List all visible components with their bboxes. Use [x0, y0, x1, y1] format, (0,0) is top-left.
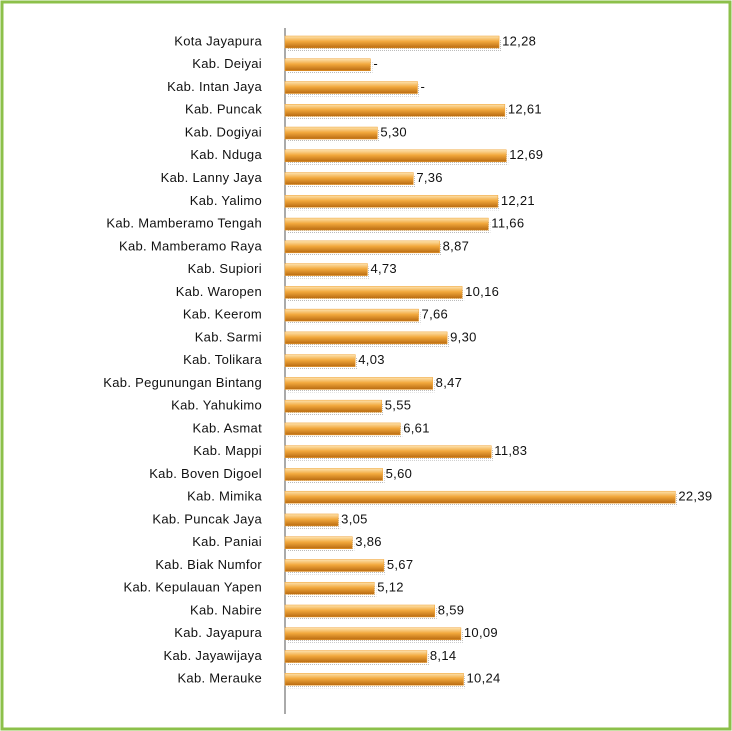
category-label: Kab. Jayawijaya — [164, 648, 263, 663]
value-label: 6,61 — [403, 420, 430, 435]
category-label: Kab. Puncak — [185, 102, 262, 117]
bar — [284, 490, 676, 504]
value-label: 4,03 — [358, 352, 385, 367]
bar — [284, 126, 378, 140]
category-label: Kab. Kepulauan Yapen — [123, 580, 262, 595]
value-label: 3,86 — [355, 534, 382, 549]
value-label: 11,66 — [491, 216, 524, 231]
value-label: 7,36 — [416, 170, 443, 185]
value-label: 5,60 — [386, 466, 413, 481]
bar — [284, 195, 499, 208]
bar — [284, 217, 489, 231]
category-label: Kab. Keerom — [183, 307, 262, 322]
value-label: 12,69 — [509, 147, 543, 162]
category-label: Kab. Puncak Jaya — [152, 511, 262, 526]
bar — [284, 604, 436, 618]
value-label: 5,55 — [385, 398, 412, 413]
bar — [284, 513, 339, 527]
category-label: Kab. Nabire — [190, 602, 262, 617]
category-label: Kab. Asmat — [193, 420, 263, 435]
bar — [284, 331, 448, 345]
bar — [284, 104, 506, 117]
bar — [284, 399, 383, 413]
bar — [284, 445, 492, 458]
value-label: 22,39 — [678, 489, 712, 504]
category-label: Kab. Mimika — [187, 489, 262, 504]
value-label: 8,14 — [430, 648, 457, 663]
bar — [284, 35, 500, 49]
value-label: 9,30 — [450, 329, 477, 344]
value-label: 8,47 — [436, 375, 463, 390]
category-label: Kab. Dogiyai — [185, 124, 262, 139]
bar — [284, 263, 368, 276]
value-label: - — [421, 79, 426, 94]
category-label: Kab. Nduga — [190, 147, 262, 162]
value-label: 8,59 — [438, 602, 465, 617]
value-label: - — [373, 56, 378, 71]
category-label: Kab. Intan Jaya — [167, 79, 262, 94]
category-label: Kab. Merauke — [177, 671, 262, 686]
value-label: 10,24 — [467, 671, 501, 686]
category-label: Kab. Biak Numfor — [155, 557, 262, 572]
bar — [284, 422, 401, 436]
category-label: Kab. Paniai — [192, 534, 262, 549]
value-label: 7,66 — [422, 307, 449, 322]
category-label: Kab. Waropen — [176, 284, 262, 299]
value-label: 11,83 — [494, 443, 527, 458]
bar — [284, 536, 353, 549]
value-label: 4,73 — [370, 261, 397, 276]
category-label: Kab. Jayapura — [174, 625, 262, 640]
value-label: 10,16 — [465, 284, 499, 299]
category-label: Kab. Yahukimo — [171, 398, 262, 413]
value-label: 10,09 — [464, 625, 498, 640]
value-label: 5,30 — [380, 124, 407, 139]
bar — [284, 354, 356, 367]
value-label: 12,21 — [501, 193, 535, 208]
bar — [284, 581, 375, 595]
bar — [284, 377, 433, 390]
category-label: Kab. Mappi — [193, 443, 262, 458]
category-label: Kab. Sarmi — [195, 329, 262, 344]
bar — [284, 81, 418, 94]
bar — [284, 673, 464, 686]
category-label: Kab. Mamberamo Raya — [119, 238, 262, 253]
value-label: 12,61 — [508, 102, 542, 117]
bar — [284, 650, 428, 663]
category-label: Kab. Mamberamo Tengah — [106, 216, 262, 231]
bar — [284, 468, 383, 481]
category-label: Kab. Lanny Jaya — [161, 170, 263, 185]
bar — [284, 559, 385, 572]
value-label: 3,05 — [341, 511, 368, 526]
category-label: Kab. Tolikara — [183, 352, 262, 367]
bar — [284, 627, 462, 641]
bar — [284, 58, 371, 72]
bar — [284, 149, 507, 163]
category-label: Kab. Deiyai — [192, 56, 262, 71]
category-label: Kab. Yalimo — [190, 193, 262, 208]
bar — [284, 240, 440, 254]
category-label: Kab. Supiori — [188, 261, 262, 276]
value-label: 12,28 — [502, 33, 536, 48]
category-label: Kab. Boven Digoel — [149, 466, 262, 481]
bar — [284, 308, 419, 322]
value-label: 8,87 — [443, 238, 470, 253]
value-label: 5,67 — [387, 557, 414, 572]
category-label: Kab. Pegunungan Bintang — [103, 375, 262, 390]
bar — [284, 286, 463, 299]
category-label: Kota Jayapura — [174, 33, 262, 48]
bar — [284, 172, 414, 185]
value-label: 5,12 — [377, 580, 404, 595]
